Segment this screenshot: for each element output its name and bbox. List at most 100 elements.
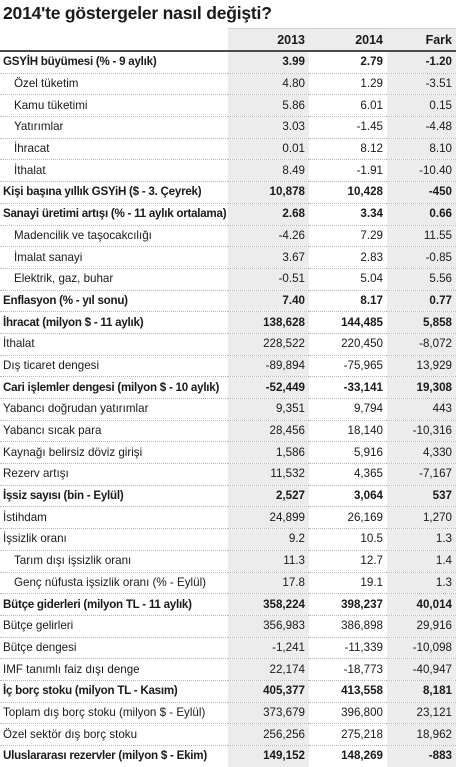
row-label: İthalat xyxy=(0,333,228,356)
value-2014: -1.45 xyxy=(309,116,387,139)
table-row: İstihdam 24,899 26,169 1,270 xyxy=(0,506,456,530)
value-2014: 8.17 xyxy=(309,290,387,313)
table-row: İhracat (milyon $ - 11 aylık) 138,628 144,… xyxy=(0,311,456,334)
value-2014: -11,339 xyxy=(309,637,387,660)
value-fark: 18,962 xyxy=(387,723,456,746)
value-2013: -89,894 xyxy=(228,355,309,378)
table-row: Bütçe giderleri (milyon TL - 11 aylık) 35… xyxy=(0,593,456,616)
row-label: Cari işlemler dengesi (milyon $ - 10 ayl… xyxy=(0,376,228,399)
value-2013: 228,522 xyxy=(228,333,309,356)
row-label: Özel sektör dış borç stoku xyxy=(0,723,228,746)
value-fark: -8,072 xyxy=(387,333,456,356)
value-2014: -18,773 xyxy=(309,658,387,681)
table-row: Kişi başına yıllık GSYiH ($ - 3. Çeyrek)… xyxy=(0,181,456,204)
table-row: Yatırımlar 3.03 -1.45 -4.48 xyxy=(0,116,456,139)
value-fark: -0.85 xyxy=(387,246,456,269)
value-2013: 10,878 xyxy=(228,181,309,204)
document-page: 2014'te göstergeler nasıl değişti? 2013 … xyxy=(0,3,456,767)
value-fark: -450 xyxy=(387,181,456,204)
table-row: Kamu tüketimi 5.86 6.01 0.15 xyxy=(0,94,456,118)
value-2014: 2.83 xyxy=(309,246,387,269)
row-label: Uluslararası rezervler (milyon $ - Ekim) xyxy=(3,749,207,763)
value-2014: 10,428 xyxy=(309,181,387,204)
value-fark: -4.48 xyxy=(387,116,456,139)
value-2014: 5,916 xyxy=(309,441,387,465)
table-row: Rezerv artışı 11,532 4,365 -7,167 xyxy=(0,463,456,486)
row-label: İşsizlik oranı xyxy=(0,528,228,551)
table-row: Dış ticaret dengesi -89,894 -75,965 13,929 xyxy=(0,355,456,378)
value-fark: 537 xyxy=(387,485,456,508)
value-fark: 5,858 xyxy=(387,311,456,334)
value-fark: -40,947 xyxy=(387,658,456,681)
value-2014: 396,800 xyxy=(309,702,387,725)
table-row: İç borç stoku (milyon TL - Kasım) 405,377… xyxy=(0,680,456,703)
value-fark: 11.55 xyxy=(387,225,456,248)
table-row: Özel tüketim 4.80 1.29 -3.51 xyxy=(0,73,456,96)
row-label: İşsiz sayısı (bin - Eylül) xyxy=(0,485,228,508)
value-fark: -10.40 xyxy=(387,159,456,183)
row-label: Kamu tüketimi xyxy=(0,94,228,118)
value-2014: 26,169 xyxy=(309,506,387,530)
table-row: Cari işlemler dengesi (milyon $ - 10 ayl… xyxy=(0,376,456,399)
value-fark: 0.77 xyxy=(387,290,456,313)
value-2014: -1.91 xyxy=(309,159,387,183)
value-2014: 5.04 xyxy=(309,268,387,291)
table-row: Genç nüfusta işsizlik oranı (% - Eylül) 1… xyxy=(0,572,456,595)
row-label: İthalat xyxy=(0,159,228,183)
value-2013: 0.01 xyxy=(228,138,309,161)
value-2014: 275,218 xyxy=(309,723,387,746)
table-row: İşsizlik oranı 9.2 10.5 1.3 xyxy=(0,528,456,551)
table-row: Uluslararası rezervler (milyon $ - Ekim)… xyxy=(0,745,456,767)
row-label: Dış ticaret dengesi xyxy=(0,355,228,378)
value-2014: 7.29 xyxy=(309,225,387,248)
value-2013: 4.80 xyxy=(228,73,309,96)
value-2013: -1,241 xyxy=(228,637,309,660)
value-2014: 19.1 xyxy=(309,572,387,595)
value-2014: 8.12 xyxy=(309,138,387,161)
value-2014: -33,141 xyxy=(309,376,387,399)
value-2013: 356,983 xyxy=(228,615,309,638)
value-fark: 40,014 xyxy=(387,593,456,616)
row-label: IMF tanımlı faiz dışı denge xyxy=(0,658,228,681)
row-label: Madencilik ve taşocakcılığı xyxy=(0,225,228,248)
value-2013: -52,449 xyxy=(228,376,309,399)
value-2014: 386,898 xyxy=(309,615,387,638)
table-row: Madencilik ve taşocakcılığı -4.26 7.29 11.5… xyxy=(0,225,456,248)
value-2013: 149,152 xyxy=(228,745,309,767)
value-2014: 18,140 xyxy=(309,420,387,443)
value-fark: -883 xyxy=(387,745,456,767)
value-2013: 373,679 xyxy=(228,702,309,725)
value-2014: 9,794 xyxy=(309,398,387,421)
value-2013: 405,377 xyxy=(228,680,309,703)
value-2013: 11.3 xyxy=(228,550,309,573)
value-fark: 0.15 xyxy=(387,94,456,118)
table-header: 2013 2014 Fark xyxy=(0,28,456,52)
table-row: İthalat 228,522 220,450 -8,072 xyxy=(0,333,456,356)
value-fark: -10,316 xyxy=(387,420,456,443)
value-2013: 138,628 xyxy=(228,311,309,334)
value-2014: 144,485 xyxy=(309,311,387,334)
value-2014: 398,237 xyxy=(309,593,387,616)
value-2013: 256,256 xyxy=(228,723,309,746)
table-row: Sanayi üretimi artışı (% - 11 aylık orta… xyxy=(0,203,456,226)
table-row: Bütçe gelirleri 356,983 386,898 29,916 xyxy=(0,615,456,638)
value-fark: 29,916 xyxy=(387,615,456,638)
row-label: Yabancı doğrudan yatırımlar xyxy=(0,398,228,421)
value-fark: -3.51 xyxy=(387,73,456,96)
table-row: Enflasyon (% - yıl sonu) 7.40 8.17 0.77 xyxy=(0,290,456,313)
table-row: Elektrik, gaz, buhar -0.51 5.04 5.56 xyxy=(0,268,456,291)
value-fark: -10,098 xyxy=(387,637,456,660)
table-row: İmalat sanayi 3.67 2.83 -0.85 xyxy=(0,246,456,269)
table-row: Toplam dış borç stoku (milyon $ - Eylül)… xyxy=(0,702,456,725)
value-2014: 3,064 xyxy=(309,485,387,508)
value-2013: 9,351 xyxy=(228,398,309,421)
value-2013: 358,224 xyxy=(228,593,309,616)
value-2014: 413,558 xyxy=(309,680,387,703)
row-label: Tarım dışı işsizlik oranı xyxy=(0,550,228,573)
value-2013: 3.99 xyxy=(228,51,309,74)
value-fark: 443 xyxy=(387,398,456,421)
row-label: Kişi başına yıllık GSYiH ($ - 3. Çeyrek) xyxy=(0,181,228,204)
value-fark: 13,929 xyxy=(387,355,456,378)
value-2013: 2,527 xyxy=(228,485,309,508)
row-label: Genç nüfusta işsizlik oranı (% - Eylül) xyxy=(0,572,228,595)
